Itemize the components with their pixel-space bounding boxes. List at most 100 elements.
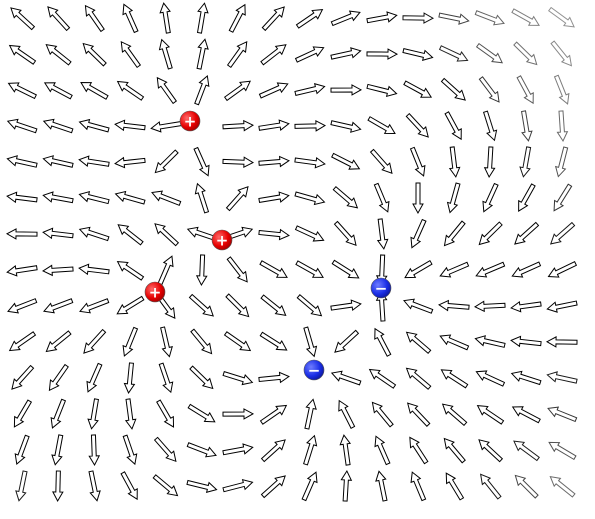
field-arrow (222, 408, 255, 420)
field-arrow (52, 470, 64, 503)
field-arrow (259, 404, 288, 425)
field-arrow (553, 183, 573, 212)
field-arrow (301, 471, 318, 502)
field-arrow (403, 80, 433, 98)
field-arrow (473, 300, 506, 313)
field-arrow (294, 156, 326, 169)
field-arrow (228, 3, 246, 33)
field-arrow (330, 47, 362, 60)
field-arrow (114, 156, 146, 169)
field-arrow (511, 261, 542, 278)
charge-body (211, 229, 233, 251)
field-arrow (79, 298, 110, 314)
positive-charge[interactable]: + (211, 229, 233, 251)
field-arrow (5, 228, 38, 240)
charge-body (144, 281, 166, 303)
field-arrow (87, 398, 100, 430)
field-arrow (120, 40, 142, 69)
field-arrow (116, 295, 145, 315)
field-arrow (222, 156, 255, 169)
field-arrow (410, 471, 427, 502)
field-arrow (513, 41, 538, 66)
field-arrow (123, 362, 136, 394)
field-arrow (186, 479, 218, 493)
field-arrow (513, 440, 540, 462)
field-arrow (479, 473, 502, 500)
field-arrow (78, 226, 110, 242)
field-arrow (122, 326, 139, 357)
field-arrow (194, 182, 210, 214)
field-arrow (554, 146, 569, 178)
field-arrow (222, 443, 254, 456)
field-arrow (548, 441, 577, 461)
field-arrow (546, 371, 578, 384)
field-arrow (43, 298, 74, 314)
field-arrow (116, 260, 145, 281)
field-arrow (226, 40, 248, 69)
field-arrow (122, 3, 139, 34)
field-arrow (438, 45, 469, 62)
field-arrow (190, 328, 213, 355)
field-arrow (519, 146, 532, 178)
field-arrow (157, 255, 174, 286)
field-arrow (80, 82, 109, 100)
field-arrow (402, 12, 435, 24)
field-arrow (156, 399, 175, 428)
charge-body (303, 359, 325, 381)
field-arrow (448, 146, 461, 178)
field-arrow (222, 478, 254, 493)
field-arrow (475, 42, 504, 64)
field-arrow (78, 118, 110, 133)
field-arrow (478, 76, 500, 103)
field-arrow (330, 299, 362, 312)
field-arrow (158, 38, 173, 70)
field-arrow (222, 371, 254, 386)
field-arrow (194, 75, 210, 106)
field-arrow (518, 183, 536, 212)
charge-body (370, 277, 392, 299)
field-arrow (438, 12, 470, 25)
field-arrow (331, 259, 360, 279)
field-arrow (42, 227, 74, 240)
field-arrow (332, 185, 359, 209)
field-arrow (156, 76, 178, 105)
field-arrow (330, 10, 361, 27)
field-arrow (330, 120, 362, 133)
field-arrow (368, 368, 397, 389)
positive-charge[interactable]: + (179, 110, 201, 132)
field-arrow (11, 364, 35, 390)
field-arrow (514, 221, 540, 245)
positive-charge[interactable]: + (144, 281, 166, 303)
field-arrow (295, 260, 324, 278)
field-arrow (51, 434, 64, 466)
field-arrow (186, 442, 217, 458)
field-arrow (549, 475, 576, 498)
field-arrow (154, 223, 180, 247)
field-arrow (150, 121, 182, 133)
field-arrow (258, 119, 290, 131)
field-arrow (14, 434, 30, 466)
field-arrow (545, 336, 578, 348)
field-arrow (482, 110, 498, 142)
field-arrow (260, 294, 287, 317)
field-arrow (116, 80, 145, 101)
field-arrow (152, 474, 179, 497)
field-arrow (366, 11, 398, 24)
field-arrow (556, 110, 569, 142)
field-arrow (223, 331, 252, 352)
negative-charge[interactable]: − (303, 359, 325, 381)
field-arrow (403, 298, 434, 314)
field-arrow (440, 369, 469, 389)
negative-charge[interactable]: − (370, 277, 392, 299)
field-arrow (478, 221, 503, 246)
field-arrow (333, 220, 357, 246)
field-arrow (15, 470, 28, 502)
field-arrow (13, 399, 33, 428)
field-arrow (294, 46, 325, 63)
field-arrow (367, 116, 396, 135)
field-arrow (261, 6, 285, 32)
field-arrow (402, 48, 434, 61)
field-arrow (151, 190, 182, 206)
